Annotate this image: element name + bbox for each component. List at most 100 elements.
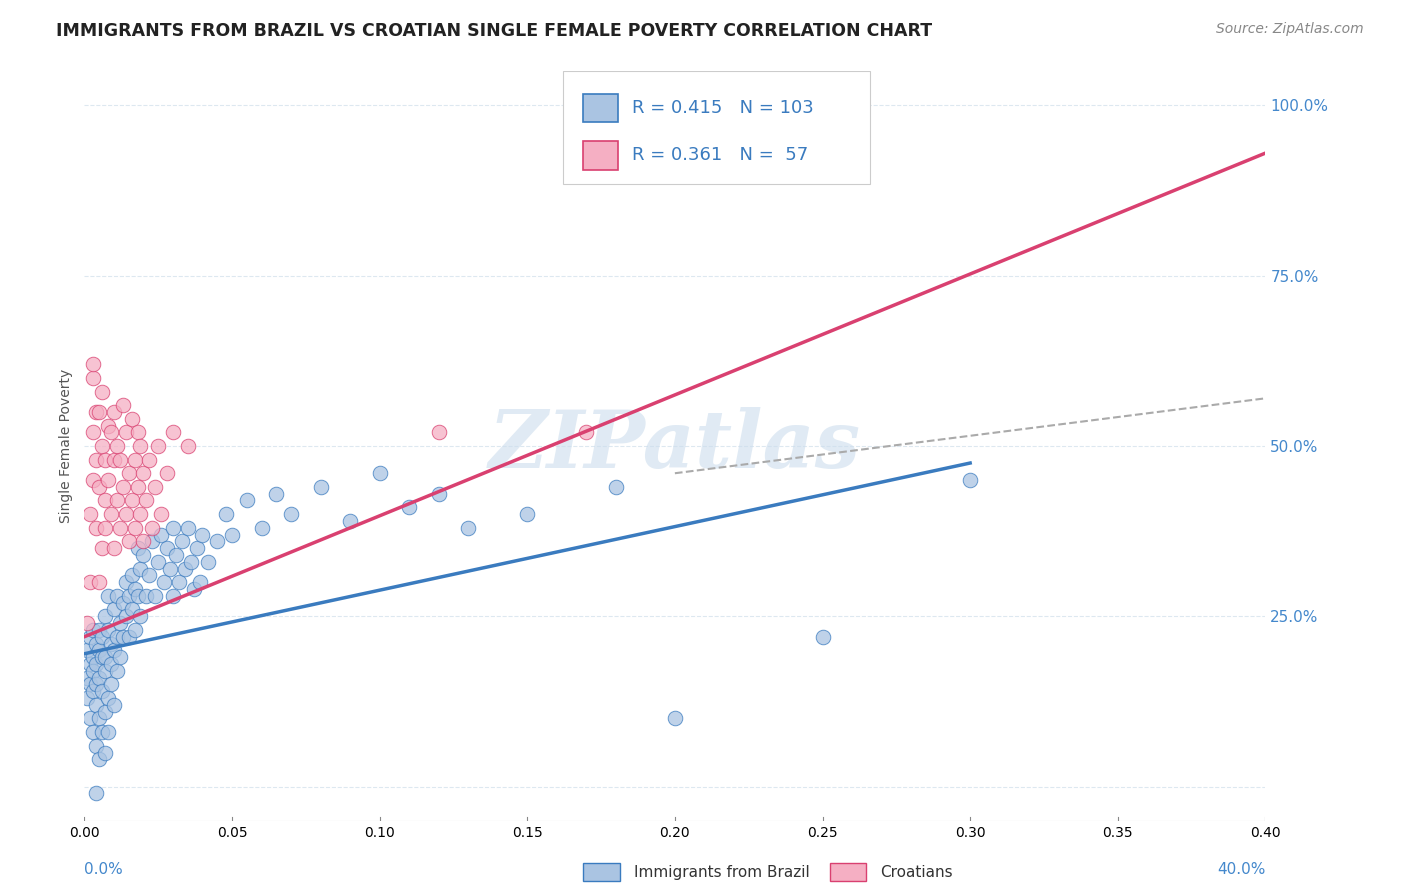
- Text: ZIPatlas: ZIPatlas: [489, 408, 860, 484]
- Point: [250, 521, 273, 535]
- Point: [94, 452, 117, 467]
- Point: [79, 677, 101, 691]
- Text: Immigrants from Brazil: Immigrants from Brazil: [634, 865, 810, 880]
- Point: [121, 602, 143, 616]
- Point: [108, 521, 131, 535]
- Point: [124, 582, 146, 596]
- Point: [114, 575, 136, 590]
- Point: [97, 623, 120, 637]
- Point: [105, 589, 128, 603]
- Point: [129, 561, 152, 575]
- Point: [94, 493, 117, 508]
- Point: [94, 650, 117, 665]
- Point: [398, 500, 420, 515]
- Point: [82, 664, 104, 678]
- Point: [221, 527, 243, 541]
- Point: [87, 752, 111, 766]
- Point: [97, 589, 120, 603]
- Point: [100, 507, 122, 521]
- Point: [339, 514, 361, 528]
- Point: [82, 357, 104, 371]
- Point: [167, 575, 190, 590]
- Point: [84, 786, 107, 800]
- Point: [162, 521, 184, 535]
- Point: [132, 534, 155, 549]
- Point: [141, 534, 163, 549]
- Point: [156, 467, 179, 481]
- Point: [159, 561, 181, 575]
- Point: [82, 623, 104, 637]
- Point: [138, 452, 160, 467]
- Point: [87, 623, 111, 637]
- Point: [118, 589, 141, 603]
- Point: [114, 507, 136, 521]
- Point: [457, 521, 479, 535]
- Point: [143, 480, 166, 494]
- Point: [94, 746, 117, 760]
- Text: 40.0%: 40.0%: [1218, 862, 1265, 877]
- Point: [79, 575, 101, 590]
- Point: [84, 452, 107, 467]
- Point: [84, 521, 107, 535]
- Point: [266, 486, 288, 500]
- FancyBboxPatch shape: [582, 94, 619, 122]
- Point: [100, 657, 122, 671]
- Point: [84, 636, 107, 650]
- Point: [124, 623, 146, 637]
- Point: [91, 725, 114, 739]
- Point: [150, 507, 173, 521]
- Point: [82, 371, 104, 385]
- Text: Croatians: Croatians: [880, 865, 953, 880]
- Point: [148, 555, 170, 569]
- Point: [108, 616, 131, 631]
- Text: 0.0%: 0.0%: [84, 862, 124, 877]
- Point: [127, 480, 149, 494]
- Point: [141, 521, 163, 535]
- Point: [82, 425, 104, 440]
- Point: [191, 527, 214, 541]
- Point: [94, 609, 117, 624]
- Point: [427, 486, 450, 500]
- Point: [91, 650, 114, 665]
- Point: [87, 671, 111, 685]
- Point: [129, 507, 152, 521]
- Point: [197, 555, 219, 569]
- Point: [108, 452, 131, 467]
- Point: [111, 480, 134, 494]
- Point: [97, 473, 120, 487]
- Point: [177, 439, 200, 453]
- Point: [91, 384, 114, 399]
- Point: [575, 425, 598, 440]
- Point: [127, 541, 149, 556]
- Point: [165, 548, 187, 562]
- Point: [103, 643, 125, 657]
- Point: [127, 425, 149, 440]
- Point: [127, 589, 149, 603]
- Point: [84, 657, 107, 671]
- Point: [103, 541, 125, 556]
- Point: [79, 630, 101, 644]
- Point: [103, 602, 125, 616]
- Point: [87, 643, 111, 657]
- Point: [76, 691, 98, 706]
- Point: [79, 507, 101, 521]
- Point: [664, 711, 686, 725]
- Point: [148, 439, 170, 453]
- Point: [132, 548, 155, 562]
- Point: [124, 521, 146, 535]
- Point: [215, 507, 238, 521]
- Point: [84, 698, 107, 712]
- Point: [105, 439, 128, 453]
- Point: [103, 452, 125, 467]
- Point: [82, 473, 104, 487]
- Point: [156, 541, 179, 556]
- Point: [188, 575, 211, 590]
- Point: [87, 711, 111, 725]
- Point: [118, 630, 141, 644]
- Point: [87, 480, 111, 494]
- Point: [97, 691, 120, 706]
- Point: [186, 541, 208, 556]
- Point: [91, 630, 114, 644]
- Text: Source: ZipAtlas.com: Source: ZipAtlas.com: [1216, 22, 1364, 37]
- Point: [121, 568, 143, 582]
